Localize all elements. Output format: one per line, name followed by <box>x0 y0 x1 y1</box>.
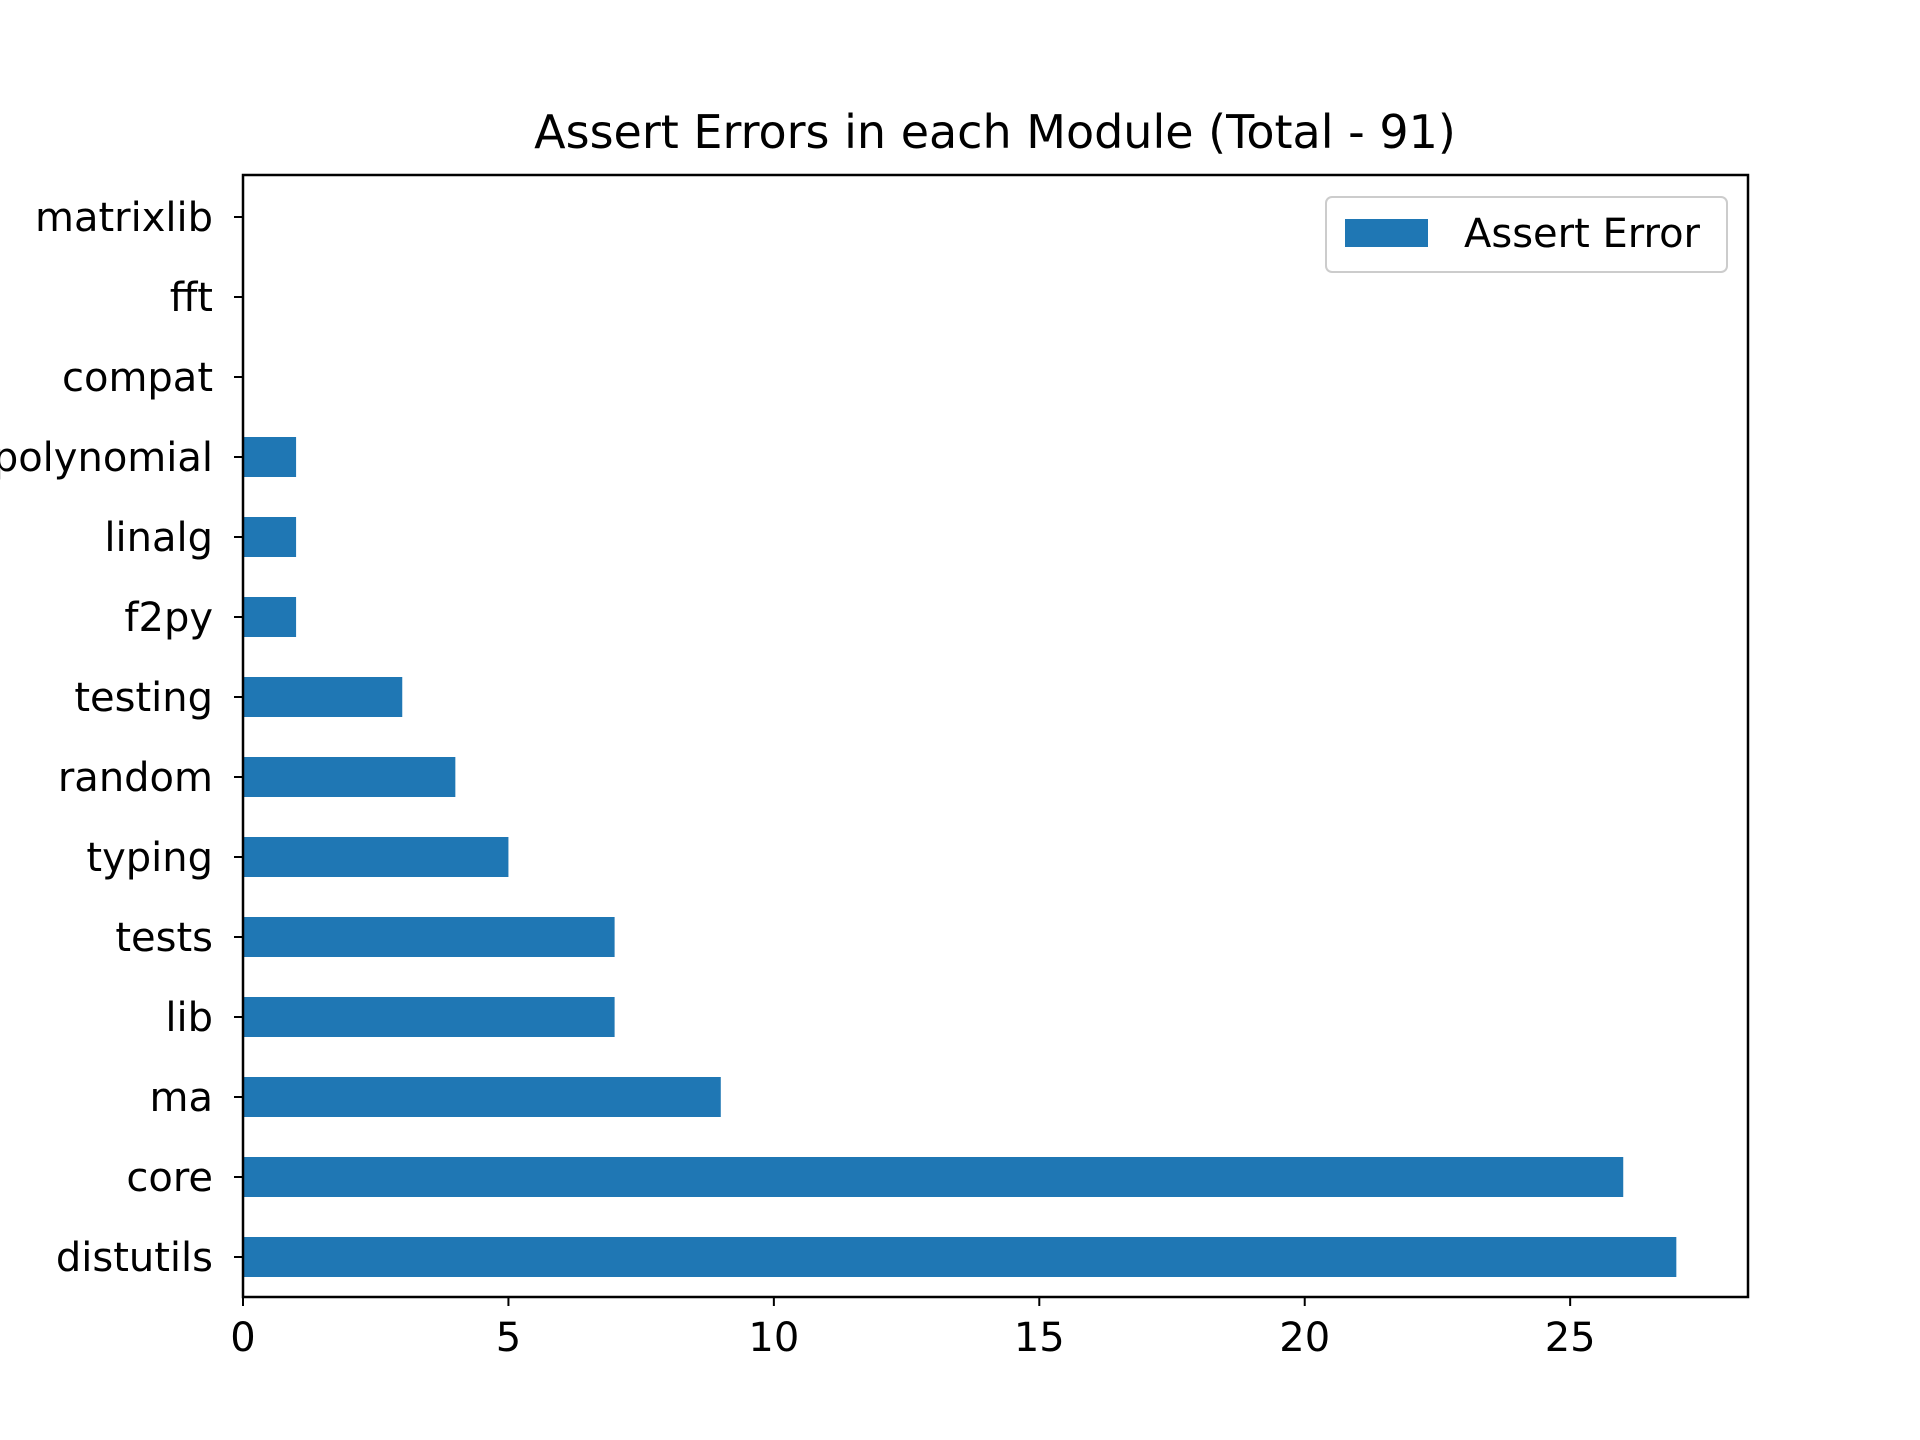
bar-core <box>243 1157 1624 1197</box>
x-tick-label-10: 10 <box>748 1315 799 1361</box>
x-tick-label-0: 0 <box>230 1315 255 1361</box>
y-tick-label-lib: lib <box>165 995 213 1041</box>
bar-random <box>243 757 456 797</box>
x-axis-ticks: 0 5 10 15 20 25 <box>230 1297 1596 1361</box>
chart-title: Assert Errors in each Module (Total - 91… <box>534 105 1456 159</box>
bar-tests <box>243 917 615 957</box>
bars-layer <box>243 437 1677 1277</box>
plot-area-frame <box>241 173 1750 1299</box>
x-tick-label-5: 5 <box>496 1315 521 1361</box>
y-tick-label-testing: testing <box>74 675 213 721</box>
bar-polynomial <box>243 437 297 477</box>
bar-typing <box>243 837 509 877</box>
y-tick-label-core: core <box>126 1155 213 1201</box>
bar-f2py <box>243 597 297 637</box>
x-tick-label-15: 15 <box>1014 1315 1065 1361</box>
y-tick-label-distutils: distutils <box>56 1235 213 1281</box>
y-tick-label-random: random <box>58 755 213 801</box>
x-tick-label-25: 25 <box>1545 1315 1596 1361</box>
bar-lib <box>243 997 615 1037</box>
bar-testing <box>243 677 403 717</box>
legend-label: Assert Error <box>1464 211 1701 257</box>
y-tick-label-polynomial: polynomial <box>0 435 213 481</box>
legend: Assert Error <box>1325 196 1728 273</box>
y-tick-label-compat: compat <box>62 355 213 401</box>
bar-distutils <box>243 1237 1677 1277</box>
y-tick-label-typing: typing <box>86 835 213 881</box>
bar-linalg <box>243 517 297 557</box>
legend-frame <box>1325 196 1728 273</box>
y-tick-label-f2py: f2py <box>124 595 213 641</box>
x-tick-label-20: 20 <box>1279 1315 1330 1361</box>
bar-ma <box>243 1077 721 1117</box>
y-tick-label-tests: tests <box>115 915 213 961</box>
y-tick-label-matrixlib: matrixlib <box>35 195 213 241</box>
legend-swatch <box>1345 219 1428 247</box>
y-tick-label-fft: fft <box>170 275 213 321</box>
y-axis-ticks: distutils core ma lib tests typing random testi… <box>0 195 243 1281</box>
y-tick-label-ma: ma <box>150 1075 213 1121</box>
y-tick-label-linalg: linalg <box>104 515 213 561</box>
